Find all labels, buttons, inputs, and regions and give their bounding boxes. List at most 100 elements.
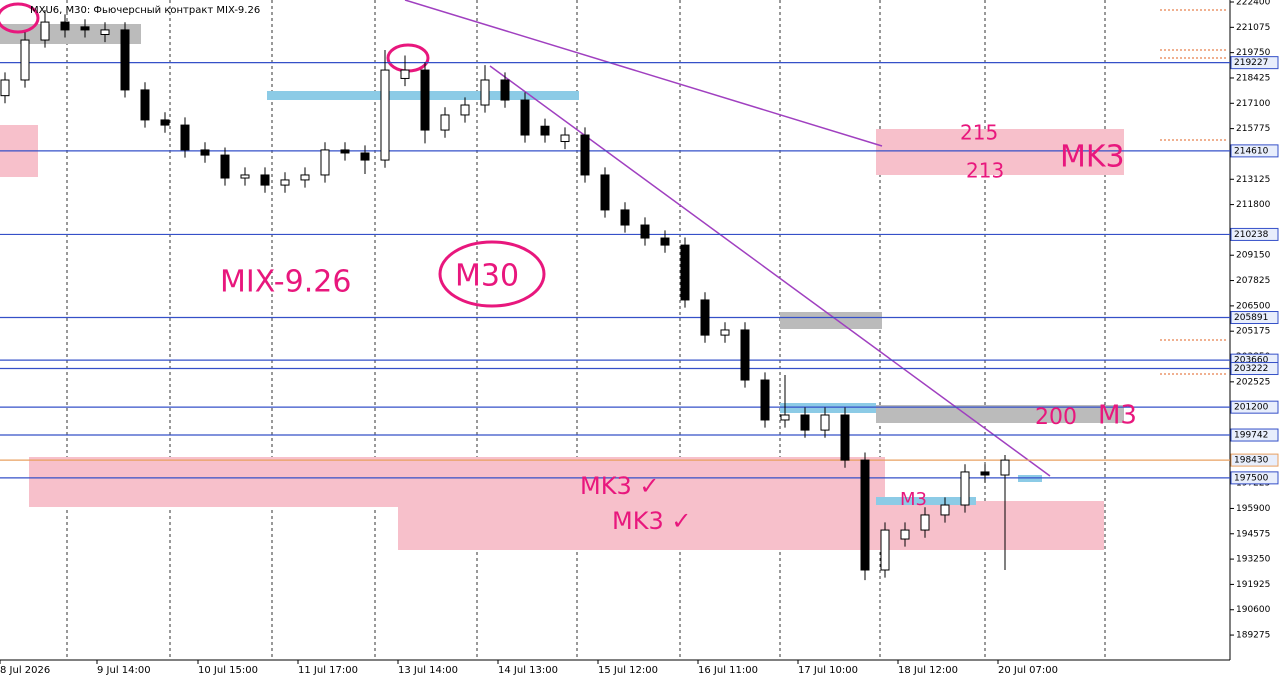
y-tick-label: 218425 bbox=[1236, 73, 1270, 83]
y-tick-label: 215775 bbox=[1236, 124, 1270, 134]
candle-body bbox=[860, 459, 870, 571]
candle-body bbox=[420, 69, 430, 131]
annotation: 200 bbox=[1035, 405, 1077, 430]
candle-body bbox=[900, 529, 910, 540]
circle-mark bbox=[0, 2, 40, 34]
current-price-label: 198430 bbox=[1234, 456, 1269, 466]
level-line-box bbox=[1230, 227, 1279, 241]
annotation: MK3 ✓ bbox=[580, 472, 659, 500]
x-tick-label: 14 Jul 13:00 bbox=[498, 665, 558, 676]
level-line-label: 203660 bbox=[1234, 356, 1269, 366]
candle-body bbox=[20, 39, 30, 81]
zone bbox=[876, 497, 976, 505]
candle-body bbox=[180, 124, 190, 151]
level-line-label: 199742 bbox=[1234, 431, 1268, 441]
candle-body bbox=[260, 174, 270, 186]
y-tick-label: 211800 bbox=[1236, 200, 1271, 210]
candle-body bbox=[480, 79, 490, 106]
x-tick-label: 18 Jul 12:00 bbox=[898, 665, 958, 676]
y-tick-label: 205175 bbox=[1236, 327, 1270, 337]
annotation: MIX-9.26 bbox=[220, 265, 351, 300]
candle-body bbox=[300, 174, 310, 181]
x-tick-label: 16 Jul 11:00 bbox=[698, 665, 758, 676]
x-tick-label: 8 Jul 2026 bbox=[0, 665, 50, 676]
candle-body bbox=[720, 329, 730, 336]
y-tick-label: 193250 bbox=[1236, 555, 1271, 565]
level-line-label: 205891 bbox=[1234, 313, 1268, 323]
candle-body bbox=[440, 114, 450, 131]
level-line-label: 210238 bbox=[1234, 230, 1269, 240]
x-tick-label: 10 Jul 15:00 bbox=[198, 665, 258, 676]
x-tick-label: 11 Jul 17:00 bbox=[298, 665, 358, 676]
candle-body bbox=[60, 21, 70, 31]
x-tick-label: 17 Jul 10:00 bbox=[798, 665, 858, 676]
annotation: 215 bbox=[960, 121, 998, 145]
current-price-box bbox=[1230, 453, 1279, 467]
level-line-box bbox=[1230, 144, 1279, 158]
candle-body bbox=[800, 414, 810, 431]
candle-body bbox=[380, 69, 390, 161]
level-line-box bbox=[1230, 362, 1279, 376]
level-line-box bbox=[1230, 56, 1279, 70]
x-tick-label: 13 Jul 14:00 bbox=[398, 665, 458, 676]
candle-body bbox=[880, 529, 890, 571]
candle-body bbox=[80, 26, 90, 31]
candle-body bbox=[600, 174, 610, 211]
candle-body bbox=[840, 414, 850, 461]
candle-body bbox=[120, 29, 130, 91]
y-tick-label: 206500 bbox=[1236, 301, 1271, 311]
zone bbox=[876, 405, 1124, 423]
zone bbox=[780, 312, 882, 329]
y-tick-label: 213125 bbox=[1236, 175, 1270, 185]
candle-body bbox=[240, 174, 250, 179]
level-line-box bbox=[1230, 428, 1279, 442]
level-line-label: 203222 bbox=[1234, 364, 1268, 374]
candle-body bbox=[680, 244, 690, 301]
level-line-label: 214610 bbox=[1234, 146, 1269, 156]
annotation: MK3 bbox=[1060, 140, 1125, 175]
candle-body bbox=[560, 134, 570, 143]
y-tick-label: 207825 bbox=[1236, 276, 1270, 286]
zone bbox=[876, 129, 1124, 175]
y-tick-label: 191925 bbox=[1236, 580, 1270, 590]
candle-body bbox=[700, 299, 710, 336]
candle-body bbox=[220, 154, 230, 179]
y-tick-label: 209150 bbox=[1236, 251, 1271, 261]
zone bbox=[29, 457, 885, 507]
candle-body bbox=[280, 179, 290, 186]
candle-body bbox=[980, 471, 990, 476]
candle-body bbox=[640, 224, 650, 239]
candle-body bbox=[40, 21, 50, 41]
candle-body bbox=[0, 79, 10, 97]
level-line-box bbox=[1230, 400, 1279, 414]
candle-body bbox=[140, 89, 150, 121]
arrows bbox=[1160, 9, 1228, 375]
candle-body bbox=[520, 99, 530, 136]
zone bbox=[0, 24, 141, 44]
zone bbox=[1018, 475, 1042, 482]
x-tick-label: 15 Jul 12:00 bbox=[598, 665, 658, 676]
candle-body bbox=[820, 414, 830, 431]
candle-body bbox=[500, 79, 510, 101]
candle-body bbox=[340, 149, 350, 154]
annotation: 213 bbox=[966, 159, 1004, 183]
header: MXU6, M30: Фьючерсный контракт MIX-9.26 bbox=[30, 5, 260, 16]
level-line-label: 219227 bbox=[1234, 58, 1268, 68]
annotation: M3 bbox=[1098, 401, 1137, 431]
zone bbox=[398, 501, 1104, 550]
y-tick-label: 194575 bbox=[1236, 529, 1270, 539]
candle-body bbox=[940, 504, 950, 516]
y-tick-label: 222400 bbox=[1236, 0, 1271, 8]
candle-body bbox=[360, 152, 370, 161]
y-tick-label: 221075 bbox=[1236, 23, 1270, 33]
zone bbox=[780, 403, 876, 413]
candle-body bbox=[400, 69, 410, 79]
trend-line bbox=[404, 0, 883, 147]
candle-body bbox=[100, 29, 110, 35]
candle-body bbox=[660, 237, 670, 246]
candle-body bbox=[760, 379, 770, 421]
y-tick-label: 202525 bbox=[1236, 377, 1270, 387]
